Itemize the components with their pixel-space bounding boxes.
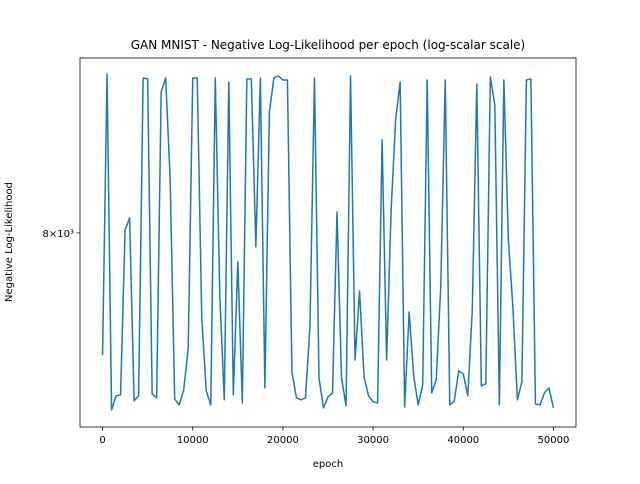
x-tick-label: 30000 — [357, 435, 389, 446]
chart-title: GAN MNIST - Negative Log-Likelihood per … — [131, 38, 525, 52]
y-tick-label: 8×10³ — [43, 229, 74, 240]
x-axis-label: epoch — [313, 459, 343, 470]
x-tick-label: 0 — [99, 435, 105, 446]
x-tick-label: 50000 — [538, 435, 570, 446]
plot-frame — [79, 57, 577, 428]
x-tick-label: 40000 — [447, 435, 479, 446]
x-tick-label: 10000 — [177, 435, 209, 446]
y-axis-label: Negative Log-Likelihood — [4, 182, 15, 302]
data-line — [101, 73, 555, 411]
x-tick-label: 20000 — [267, 435, 299, 446]
